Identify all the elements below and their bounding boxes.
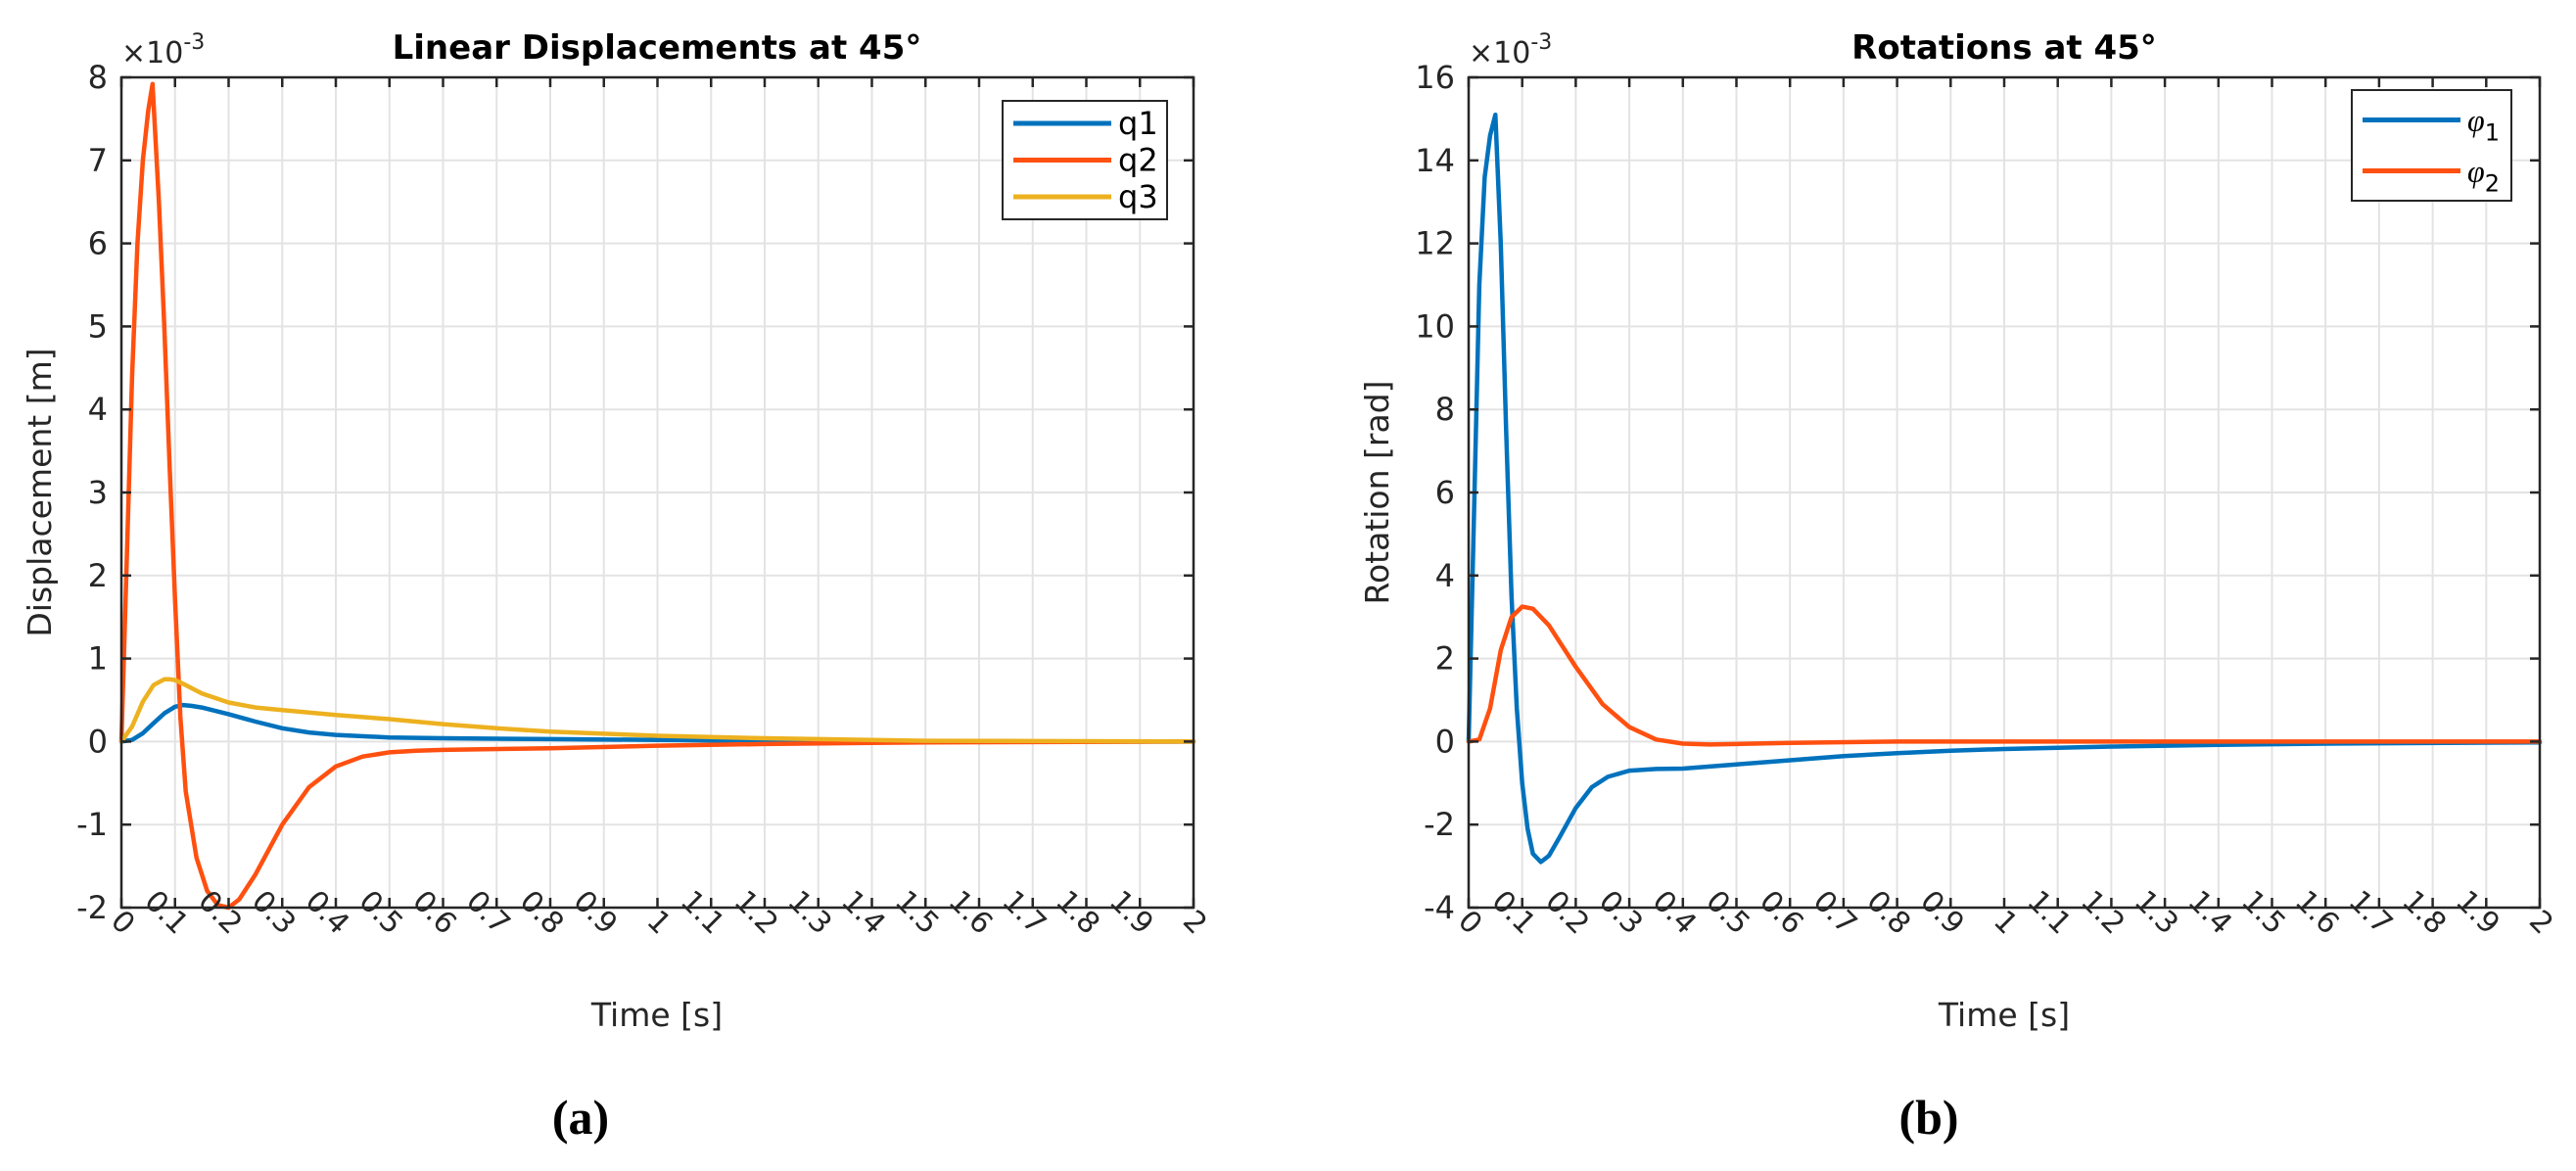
legend-item-1[interactable]: q1 <box>1013 105 1158 142</box>
y-axis-label: Displacement [m] <box>21 348 59 636</box>
data-series <box>118 81 1196 911</box>
data-series <box>1466 112 2543 865</box>
legend-item-2[interactable]: φ2 <box>2363 154 2500 198</box>
panel-caption-a: (a) <box>552 1090 609 1145</box>
chart-title: Rotations at 45° <box>1851 28 2157 68</box>
series-line-q2 <box>118 81 1196 911</box>
x-tick-label: 1 <box>1987 904 2024 941</box>
y-tick-label: 6 <box>88 225 108 262</box>
y-tick-label: 4 <box>1435 557 1455 594</box>
legend-label: q2 <box>1118 142 1158 179</box>
y-tick-label: 2 <box>88 557 108 594</box>
axes-box <box>1467 75 2542 910</box>
y-exponent-label: ×10-3 <box>1469 30 1552 70</box>
y-tick-labels: -4 -2 0 2 4 6 8 10 12 14 16 <box>1415 59 1455 926</box>
y-tick-label: -4 <box>1424 889 1455 926</box>
y-axis-label: Rotation [rad] <box>1358 381 1396 605</box>
y-tick-label: 4 <box>88 391 108 428</box>
legend-item-1[interactable]: φ1 <box>2363 103 2500 147</box>
legend-label: q1 <box>1118 105 1158 142</box>
y-tick-label: 0 <box>1435 723 1455 760</box>
y-tick-label: 3 <box>88 474 108 511</box>
y-tick-label: 12 <box>1415 225 1455 262</box>
legend-item-2[interactable]: q2 <box>1013 142 1158 179</box>
x-tick-label: 0 <box>104 904 141 941</box>
series-line-φ2 <box>1466 604 2543 747</box>
y-tick-label: -2 <box>1424 806 1455 843</box>
legend-item-3[interactable]: q3 <box>1013 178 1158 215</box>
x-tick-label: 0 <box>1451 904 1488 941</box>
grid-lines <box>1468 76 2541 909</box>
x-axis-label: Time [s] <box>1938 996 2070 1034</box>
y-tick-label: 6 <box>1435 474 1455 511</box>
y-tick-label: -2 <box>76 889 108 926</box>
y-tick-label: 0 <box>88 723 108 760</box>
chart-linear-displacements: 00.10.20.30.40.50.60.70.80.9 11.11.21.31.… <box>21 28 1213 1145</box>
y-tick-label: 10 <box>1415 307 1455 345</box>
y-tick-label: -1 <box>76 806 108 843</box>
legend-label: φ1 <box>2467 103 2500 147</box>
y-tick-label: 2 <box>1435 640 1455 678</box>
x-tick-label: 2 <box>2522 904 2559 941</box>
x-axis-label: Time [s] <box>590 996 723 1034</box>
chart-rotations: 00.10.20.30.40.50.60.70.80.9 11.11.21.31.… <box>1358 28 2559 1145</box>
y-tick-labels: -2 -1 0 1 2 3 4 5 6 7 8 <box>76 59 108 926</box>
series-line-φ1 <box>1466 112 2543 865</box>
y-tick-label: 14 <box>1415 142 1455 179</box>
panel-caption-b: (b) <box>1898 1090 1958 1145</box>
y-tick-label: 1 <box>88 640 108 678</box>
axes-box <box>119 75 1195 910</box>
y-tick-label: 8 <box>1435 391 1455 428</box>
x-tick-label: 1 <box>640 904 678 941</box>
legend-label: q3 <box>1118 178 1158 215</box>
chart-title: Linear Displacements at 45° <box>393 28 922 68</box>
y-tick-label: 7 <box>88 142 108 179</box>
series-line-q3 <box>118 677 1196 744</box>
y-exponent-label: ×10-3 <box>121 30 205 70</box>
y-tick-label: 8 <box>88 59 108 96</box>
legend-box <box>2351 89 2512 202</box>
x-tick-label: 2 <box>1176 904 1213 941</box>
y-tick-label: 5 <box>88 307 108 345</box>
y-tick-label: 16 <box>1415 59 1455 96</box>
series-line-q1 <box>118 702 1196 744</box>
legend-label: φ2 <box>2467 154 2500 198</box>
